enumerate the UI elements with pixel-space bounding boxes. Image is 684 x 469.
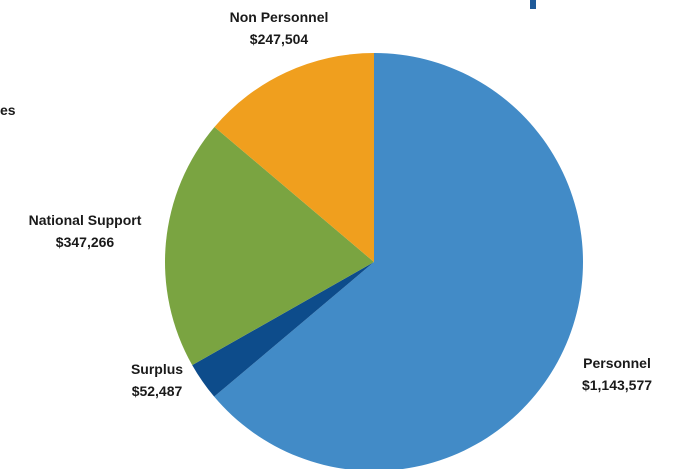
slice-value-label: $247,504 <box>250 31 309 47</box>
slice-name-label: Surplus <box>131 361 183 377</box>
pie-slice-national-support <box>164 126 374 366</box>
cropped-text-fragment: es <box>0 102 16 118</box>
slice-value-label: $1,143,577 <box>582 377 652 393</box>
pie-slice-surplus <box>192 262 374 397</box>
slice-name-label: National Support <box>29 212 142 228</box>
cropped-corner-bar <box>530 0 536 9</box>
slice-name-label: Personnel <box>583 355 651 371</box>
pie-slice-personnel <box>214 53 583 469</box>
slice-value-label: $52,487 <box>132 383 183 399</box>
pie-slice-non-personnel <box>214 52 374 262</box>
slice-name-label: Non Personnel <box>230 9 329 25</box>
slice-value-label: $347,266 <box>56 234 115 250</box>
